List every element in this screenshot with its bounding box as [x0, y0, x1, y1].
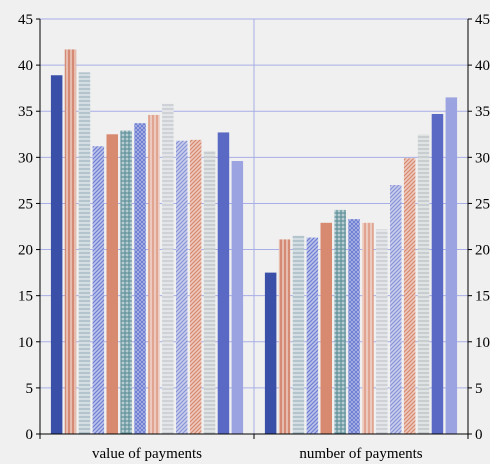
- bar-number-5: [320, 222, 332, 434]
- bar-value-5: [106, 134, 118, 434]
- bar-number-7: [348, 219, 360, 434]
- x-category-label: value of payments: [92, 446, 202, 462]
- bar-number-12: [417, 134, 430, 434]
- bar-value-2: [64, 49, 77, 434]
- bar-number-10: [390, 185, 402, 434]
- bar-value-14: [231, 161, 244, 434]
- bar-value-3: [78, 72, 91, 434]
- y-tick-label-left: 35: [18, 104, 33, 120]
- bar-number-8: [362, 222, 374, 434]
- bar-number-6: [334, 209, 346, 434]
- bar-number-13: [431, 113, 444, 434]
- y-tick-label-right: 5: [475, 381, 483, 397]
- y-tick-label-left: 10: [18, 335, 33, 351]
- y-tick-label-left: 30: [18, 150, 33, 166]
- y-tick-label-right: 35: [475, 104, 490, 120]
- bar-value-12: [203, 150, 216, 434]
- y-tick-label-left: 25: [18, 196, 33, 212]
- bar-number-14: [445, 97, 458, 434]
- bar-value-13: [217, 132, 230, 434]
- bar-value-8: [148, 114, 160, 435]
- bar-value-9: [162, 103, 174, 434]
- y-tick-label-right: 0: [475, 427, 483, 443]
- tick-labels: 0 0 5 5 10 10 15 15 20 20 25 25 30 30 35 35 40 40 45 45 valu…: [18, 12, 490, 462]
- bar-value-1: [50, 75, 63, 434]
- y-tick-label-left: 20: [18, 243, 33, 259]
- y-tick-label-right: 10: [475, 335, 490, 351]
- bar-number-9: [376, 229, 388, 434]
- y-tick-label-left: 15: [18, 289, 33, 305]
- bar-value-6: [120, 130, 132, 435]
- y-tick-label-left: 40: [18, 58, 33, 74]
- y-tick-label-right: 45: [475, 12, 490, 28]
- y-tick-label-right: 20: [475, 243, 490, 259]
- y-tick-label-right: 30: [475, 150, 490, 166]
- y-tick-label-left: 0: [26, 427, 34, 443]
- bar-number-1: [264, 272, 277, 434]
- y-tick-label-right: 25: [475, 196, 490, 212]
- bar-number-11: [403, 158, 416, 434]
- y-tick-label-left: 45: [18, 12, 33, 28]
- gridlines: [40, 18, 468, 435]
- bar-number-2: [278, 239, 291, 434]
- bar-number-3: [292, 235, 305, 434]
- x-category-label: number of payments: [299, 446, 422, 462]
- bar-value-10: [176, 140, 188, 434]
- bar-value-11: [189, 139, 202, 435]
- y-tick-label-right: 15: [475, 289, 490, 305]
- y-tick-label-left: 5: [26, 381, 34, 397]
- bars: [50, 49, 458, 435]
- bar-number-4: [306, 237, 319, 434]
- bar-value-7: [134, 123, 146, 434]
- bar-value-4: [92, 146, 105, 434]
- axes: [36, 18, 472, 439]
- y-tick-label-right: 40: [475, 58, 490, 74]
